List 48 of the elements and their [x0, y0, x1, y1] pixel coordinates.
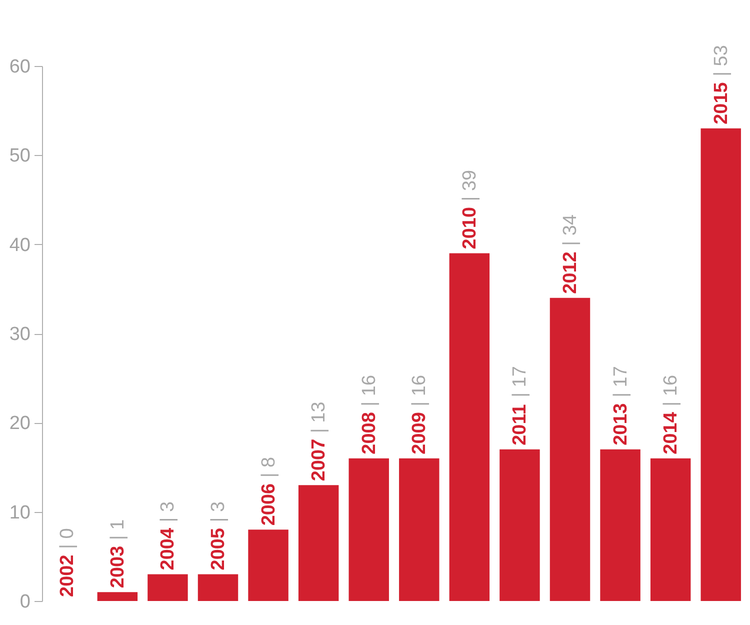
- y-tick-label: 30: [9, 324, 30, 345]
- data-label: | 8: [258, 456, 280, 478]
- x-tick-label: 2004: [158, 528, 179, 570]
- x-tick-label: 2014: [660, 412, 682, 454]
- y-tick-label: 40: [9, 234, 30, 256]
- data-label: | 13: [308, 402, 330, 434]
- bar: [198, 574, 238, 601]
- bar: [500, 449, 540, 601]
- bar: [600, 449, 640, 601]
- x-tick-label: 2009: [409, 412, 430, 454]
- data-label: | 0: [57, 528, 78, 549]
- x-tick-label: 2003: [107, 546, 128, 588]
- y-tick-label: 50: [9, 146, 30, 167]
- y-tick-label: 60: [9, 56, 30, 78]
- data-label: | 17: [610, 366, 632, 398]
- data-label: | 3: [158, 501, 179, 522]
- y-tick-label: 0: [20, 592, 30, 612]
- data-label: | 3: [208, 501, 229, 522]
- x-tick-label: 2002: [57, 554, 78, 597]
- data-label: | 39: [459, 170, 480, 202]
- bar: [700, 128, 741, 601]
- bar: [298, 485, 339, 601]
- bar: [449, 253, 490, 601]
- data-label: | 17: [510, 366, 531, 398]
- x-tick-label: 2013: [610, 403, 632, 446]
- data-label: | 16: [660, 374, 682, 406]
- bar: [550, 298, 590, 601]
- bar: [148, 574, 188, 601]
- x-tick-label: 2008: [358, 412, 380, 454]
- bar: [97, 592, 138, 601]
- data-label: | 16: [358, 374, 380, 406]
- data-label: | 1: [107, 519, 128, 540]
- data-label: | 53: [710, 45, 732, 76]
- x-tick-label: 2007: [308, 438, 330, 482]
- x-tick-label: 2005: [208, 528, 229, 570]
- bar: [348, 458, 389, 601]
- bar: [650, 458, 691, 601]
- x-tick-label: 2006: [258, 483, 280, 526]
- x-tick-label: 2015: [710, 82, 732, 124]
- bar: [399, 458, 440, 601]
- y-tick-label: 20: [9, 413, 30, 434]
- x-tick-label: 2011: [510, 404, 531, 446]
- y-tick-label: 10: [9, 502, 30, 524]
- x-tick-label: 2012: [560, 252, 581, 294]
- data-label: | 16: [409, 374, 430, 406]
- bar: [248, 530, 288, 601]
- x-tick-label: 2010: [459, 206, 480, 250]
- data-label: | 34: [560, 214, 581, 246]
